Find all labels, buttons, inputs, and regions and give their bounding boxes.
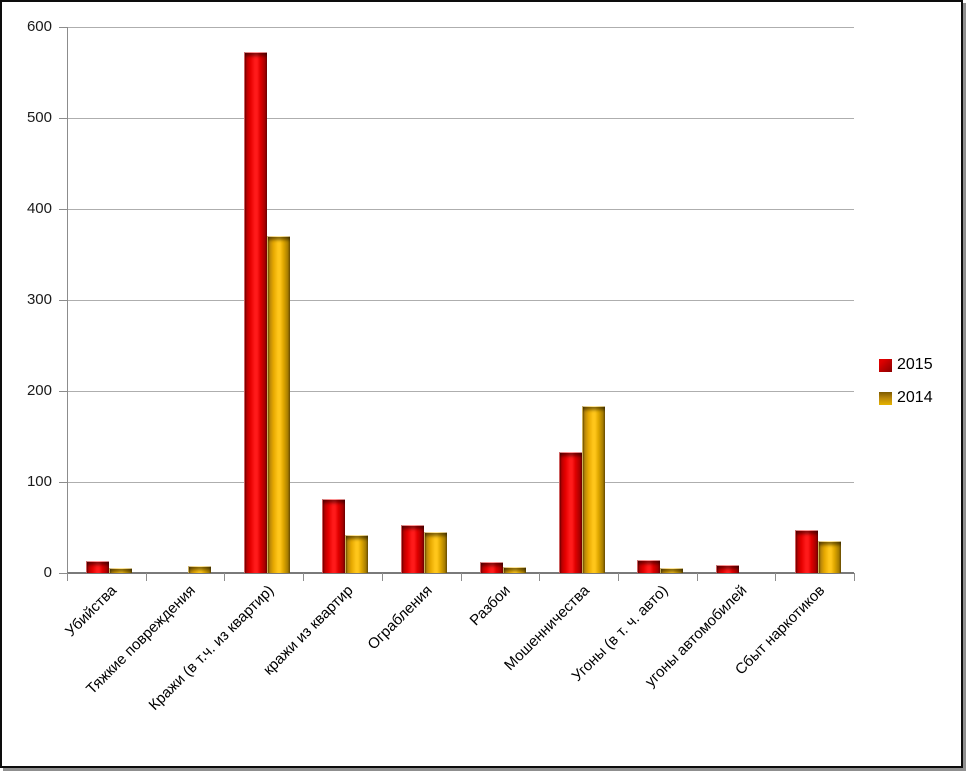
y-axis-label-400: 400	[26, 200, 52, 217]
legend-label-2015: 2015	[897, 356, 933, 373]
bar-2015-3	[322, 499, 346, 573]
bar-2014-2	[266, 236, 290, 573]
x-axis-label-4: Ограбления	[364, 582, 436, 654]
legend-item-2014: 2014	[879, 390, 933, 406]
y-axis-tick-200	[59, 391, 67, 392]
gridline-300	[67, 300, 854, 301]
legend-swatch-2015-icon	[879, 358, 892, 372]
x-axis-tick-5	[460, 573, 462, 581]
y-axis-tick-500	[59, 118, 67, 119]
bar-2014-9	[817, 541, 841, 573]
x-axis-tick-1	[145, 573, 147, 581]
x-axis-tick-7	[617, 573, 619, 581]
x-axis-label-0: Убийства	[62, 582, 121, 641]
x-axis-tick-2	[224, 573, 226, 581]
bar-2014-6	[581, 406, 605, 573]
gridline-400	[67, 209, 854, 210]
bar-2015-9	[794, 530, 818, 573]
y-axis-label-300: 300	[26, 291, 52, 308]
bar-2014-7	[660, 568, 684, 573]
bar-2015-0	[86, 561, 110, 573]
y-axis-label-500: 500	[26, 109, 52, 126]
bar-2015-5	[479, 562, 503, 573]
x-axis-tick-8	[696, 573, 698, 581]
x-axis-tick-4	[381, 573, 383, 581]
y-axis-tick-0	[59, 573, 67, 574]
gridline-600	[67, 27, 854, 28]
legend: 2015 2014	[879, 357, 933, 423]
y-axis-line	[67, 27, 68, 580]
gridline-200	[67, 391, 854, 392]
bar-2015-7	[637, 560, 661, 573]
x-axis-label-5: Разбои	[466, 582, 514, 630]
x-axis-tick-10	[854, 573, 855, 581]
x-axis-tick-3	[303, 573, 305, 581]
x-axis-tick-6	[539, 573, 541, 581]
gridline-100	[67, 482, 854, 483]
bar-2015-8	[715, 564, 739, 573]
y-axis-label-100: 100	[26, 473, 52, 490]
bar-2014-0	[109, 567, 133, 573]
y-axis-tick-400	[59, 209, 67, 210]
legend-swatch-2014-icon	[879, 391, 892, 405]
y-axis-label-200: 200	[26, 382, 52, 399]
y-axis-tick-100	[59, 482, 67, 483]
bar-2015-2	[243, 52, 267, 573]
y-axis-label-0: 0	[43, 564, 52, 581]
bar-2015-4	[401, 524, 425, 573]
x-axis-tick-0	[67, 573, 68, 581]
y-axis-tick-600	[59, 27, 67, 28]
legend-item-2015: 2015	[879, 357, 933, 373]
bar-2014-1	[188, 565, 212, 573]
y-axis-label-600: 600	[26, 18, 52, 35]
x-axis-label-6: Мошенничества	[500, 582, 593, 674]
bar-2014-4	[424, 532, 448, 573]
gridline-500	[67, 118, 854, 119]
legend-label-2014: 2014	[897, 389, 933, 406]
bar-2015-6	[558, 451, 582, 573]
bar-2014-5	[502, 566, 526, 573]
bar-2014-3	[345, 534, 369, 573]
x-axis-tick-9	[775, 573, 777, 581]
y-axis-tick-300	[59, 300, 67, 301]
